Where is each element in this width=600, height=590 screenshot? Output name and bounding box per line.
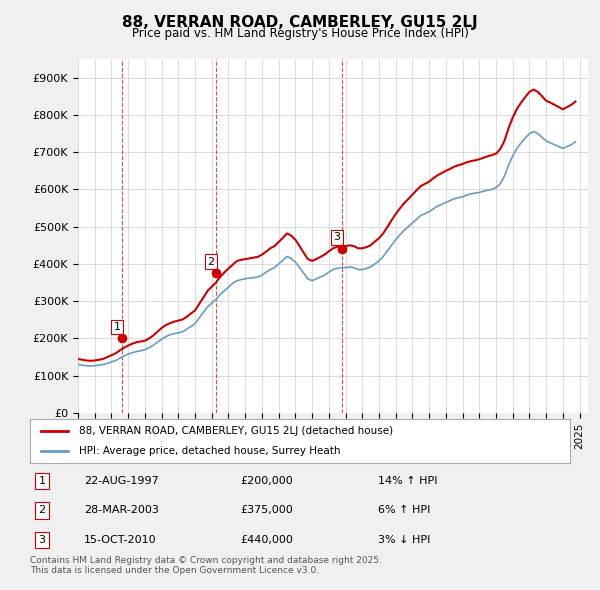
Text: 1: 1 xyxy=(113,322,121,332)
Text: 15-OCT-2010: 15-OCT-2010 xyxy=(84,535,157,545)
Text: £375,000: £375,000 xyxy=(240,506,293,515)
Text: 2: 2 xyxy=(38,506,46,515)
Text: 28-MAR-2003: 28-MAR-2003 xyxy=(84,506,159,515)
Text: £440,000: £440,000 xyxy=(240,535,293,545)
Text: 3: 3 xyxy=(38,535,46,545)
Text: Price paid vs. HM Land Registry's House Price Index (HPI): Price paid vs. HM Land Registry's House … xyxy=(131,27,469,40)
Text: 88, VERRAN ROAD, CAMBERLEY, GU15 2LJ: 88, VERRAN ROAD, CAMBERLEY, GU15 2LJ xyxy=(122,15,478,30)
Text: Contains HM Land Registry data © Crown copyright and database right 2025.
This d: Contains HM Land Registry data © Crown c… xyxy=(30,556,382,575)
Text: 6% ↑ HPI: 6% ↑ HPI xyxy=(378,506,430,515)
Text: 88, VERRAN ROAD, CAMBERLEY, GU15 2LJ (detached house): 88, VERRAN ROAD, CAMBERLEY, GU15 2LJ (de… xyxy=(79,427,393,436)
Text: HPI: Average price, detached house, Surrey Heath: HPI: Average price, detached house, Surr… xyxy=(79,446,340,455)
Text: 2: 2 xyxy=(207,257,214,267)
Text: £200,000: £200,000 xyxy=(240,476,293,486)
Text: 3: 3 xyxy=(334,232,341,242)
Text: 3% ↓ HPI: 3% ↓ HPI xyxy=(378,535,430,545)
Text: 14% ↑ HPI: 14% ↑ HPI xyxy=(378,476,437,486)
Text: 22-AUG-1997: 22-AUG-1997 xyxy=(84,476,159,486)
Text: 1: 1 xyxy=(38,476,46,486)
